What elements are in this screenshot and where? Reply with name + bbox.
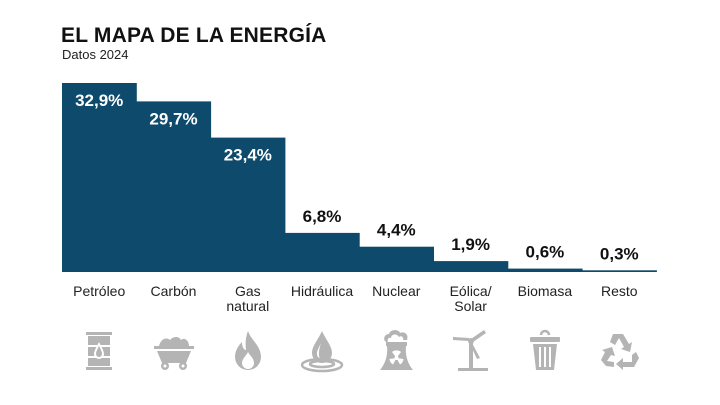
- bar-3: [210, 137, 286, 272]
- recycle-icon: [596, 328, 642, 374]
- coal-cart-icon: [151, 328, 197, 374]
- data-label: 4,4%: [377, 221, 416, 240]
- trash-bin-icon: [522, 328, 568, 374]
- category-label: Biomasa: [517, 283, 573, 299]
- chart-subtitle: Datos 2024: [62, 47, 129, 62]
- data-label: 29,7%: [149, 109, 197, 128]
- data-label: 6,8%: [303, 207, 342, 226]
- category-label: Eólica/Solar: [449, 283, 492, 314]
- data-label: 23,4%: [224, 146, 272, 165]
- bar-5: [359, 246, 434, 272]
- data-label: 32,9%: [75, 91, 123, 110]
- chart-title: EL MAPA DE LA ENERGÍA: [61, 24, 327, 47]
- nuclear-plant-icon: [373, 328, 419, 374]
- category-label: Petróleo: [73, 283, 126, 299]
- category-label: Resto: [601, 283, 638, 299]
- bar-8: [582, 270, 657, 272]
- data-label: 1,9%: [451, 235, 490, 254]
- bar-4: [284, 232, 360, 272]
- bar-2: [136, 101, 212, 273]
- water-drop-icon: [299, 328, 345, 374]
- category-label: Carbón: [150, 283, 197, 299]
- gas-flame-icon: [225, 328, 271, 374]
- bar-7: [507, 268, 583, 272]
- data-label: 0,3%: [600, 244, 639, 263]
- oil-barrel-icon: [76, 328, 122, 374]
- bar-6: [433, 261, 509, 272]
- data-label: 0,6%: [526, 243, 565, 262]
- bar-1: [62, 83, 137, 272]
- category-label: Gas natural: [226, 283, 270, 314]
- wind-turbine-icon: [448, 328, 494, 374]
- category-label: Nuclear: [372, 283, 421, 299]
- category-label: Hidráulica: [290, 283, 354, 299]
